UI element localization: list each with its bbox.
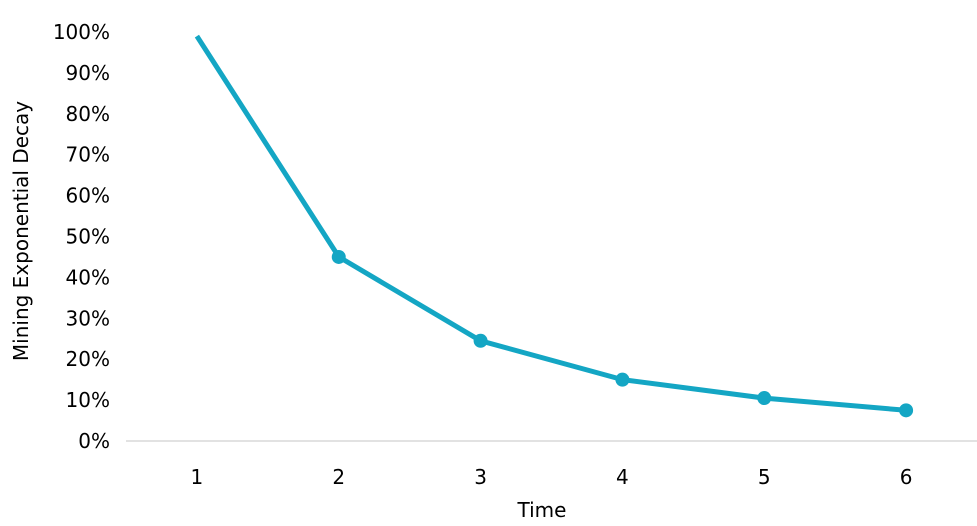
y-tick-label: 70%: [66, 143, 110, 167]
y-axis-ticks: 0% 10% 20% 30% 40% 50% 60% 70% 80% 90% 100%: [53, 20, 110, 453]
y-tick-label: 0%: [78, 429, 110, 453]
data-point: [899, 403, 914, 418]
data-point: [757, 391, 772, 406]
x-tick-label: 3: [474, 465, 487, 489]
y-tick-label: 30%: [66, 306, 110, 330]
x-axis-title: Time: [517, 498, 567, 522]
y-tick-label: 10%: [66, 388, 110, 412]
x-tick-label: 4: [616, 465, 629, 489]
y-tick-label: 90%: [66, 61, 110, 85]
series-layer: [194, 34, 914, 418]
x-axis-ticks: 1 2 3 4 5 6: [191, 465, 913, 489]
x-tick-label: 6: [900, 465, 913, 489]
y-tick-label: 40%: [66, 265, 110, 289]
data-point: [473, 333, 488, 348]
x-tick-label: 5: [758, 465, 771, 489]
y-axis-title: Mining Exponential Decay: [9, 101, 33, 361]
y-tick-label: 100%: [53, 20, 110, 44]
series-line: [194, 34, 907, 413]
data-point: [331, 249, 346, 264]
y-tick-label: 50%: [66, 225, 110, 249]
y-tick-label: 60%: [66, 184, 110, 208]
y-tick-label: 80%: [66, 102, 110, 126]
y-tick-label: 20%: [66, 347, 110, 371]
data-point: [615, 372, 630, 387]
x-tick-label: 2: [332, 465, 345, 489]
x-tick-label: 1: [191, 465, 204, 489]
